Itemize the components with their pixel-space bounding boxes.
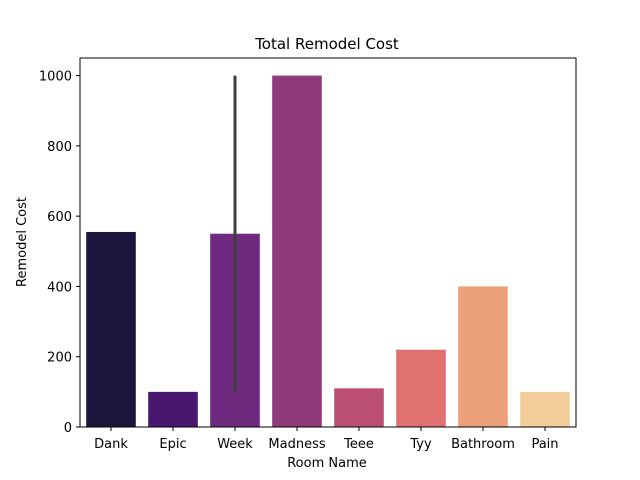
x-tick-label-teee: Teee — [343, 437, 374, 452]
y-tick-label-800: 800 — [47, 140, 72, 155]
bar-tyy — [396, 349, 446, 427]
y-axis: 0 200 400 600 800 1000 — [39, 70, 80, 436]
x-tick-label-madness: Madness — [268, 437, 325, 452]
y-tick-label-400: 400 — [47, 280, 72, 295]
y-tick-label-600: 600 — [47, 210, 72, 225]
bar-epic — [148, 391, 198, 427]
x-tick-label-bathroom: Bathroom — [451, 437, 515, 452]
x-axis: Dank Epic Week Madness Teee Tyy Bathroom Pain — [94, 427, 559, 452]
bar-dank — [86, 231, 136, 427]
chart-title: Total Remodel Cost — [254, 35, 399, 53]
x-tick-label-week: Week — [217, 437, 253, 452]
y-axis-label: Remodel Cost — [15, 197, 30, 287]
x-tick-label-tyy: Tyy — [409, 437, 432, 452]
y-tick-label-1000: 1000 — [39, 70, 72, 85]
bar-bathroom — [458, 286, 508, 427]
plot-frame — [79, 57, 577, 428]
y-tick-label-0: 0 — [64, 421, 72, 436]
bars-group — [86, 75, 570, 428]
x-axis-label: Room Name — [287, 456, 367, 471]
bar-madness — [272, 75, 322, 428]
x-tick-label-dank: Dank — [94, 437, 128, 452]
y-tick-label-200: 200 — [47, 351, 72, 366]
bar-teee — [334, 388, 384, 427]
bar-pain — [520, 391, 570, 427]
x-tick-label-epic: Epic — [159, 437, 186, 452]
x-tick-label-pain: Pain — [531, 437, 558, 452]
